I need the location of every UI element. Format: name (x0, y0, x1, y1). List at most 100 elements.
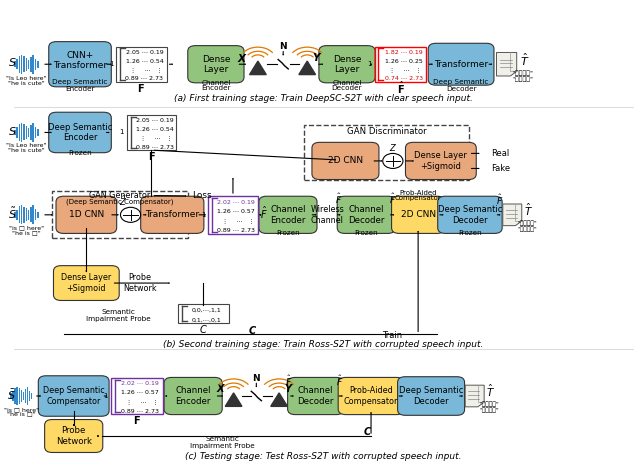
Text: Frozen: Frozen (458, 230, 482, 236)
Text: 1: 1 (201, 212, 205, 218)
FancyBboxPatch shape (54, 266, 119, 301)
Bar (14, 388, 16, 404)
Text: Prob-Aided: Prob-Aided (399, 190, 437, 196)
Bar (20, 390, 22, 402)
Text: Deep Semantic
Decoder: Deep Semantic Decoder (399, 386, 463, 406)
Bar (30, 125, 31, 140)
Bar (31, 393, 32, 399)
FancyBboxPatch shape (319, 46, 375, 83)
Text: 1D CNN: 1D CNN (68, 211, 104, 219)
Text: $\hat{T}$: $\hat{T}$ (524, 202, 533, 218)
Bar (21, 123, 22, 142)
Text: Loss: Loss (192, 192, 212, 201)
Bar (12, 391, 13, 401)
FancyBboxPatch shape (164, 378, 222, 414)
Bar (28, 128, 29, 137)
Text: (a) First training stage: Train DeepSC-S2T with clear speech input.: (a) First training stage: Train DeepSC-S… (174, 93, 473, 102)
Bar (17, 127, 18, 138)
Text: $Z$: $Z$ (389, 142, 397, 153)
Text: Fake: Fake (491, 164, 510, 173)
Text: ⋮    ⋯   ⋮: ⋮ ⋯ ⋮ (218, 219, 255, 223)
Polygon shape (503, 204, 522, 226)
Polygon shape (250, 61, 266, 75)
FancyBboxPatch shape (392, 196, 445, 234)
Text: Frozen: Frozen (355, 230, 378, 236)
Text: "里奥在吗": "里奥在吗" (479, 402, 499, 407)
Text: Decoder: Decoder (332, 84, 362, 91)
Text: $\boldsymbol{X}$: $\boldsymbol{X}$ (216, 382, 226, 395)
Text: Channel: Channel (332, 80, 362, 86)
FancyBboxPatch shape (312, 143, 379, 179)
Text: $\mathbf{F}$: $\mathbf{F}$ (138, 82, 145, 94)
Text: 1.26 ⋯ 0.54: 1.26 ⋯ 0.54 (136, 127, 173, 132)
Text: 2.02 ⋯ 0.19: 2.02 ⋯ 0.19 (121, 381, 159, 386)
Bar (26, 126, 27, 139)
Bar (116, 47, 166, 82)
Bar (37, 129, 38, 136)
Text: 1.26 ⋯ 0.57: 1.26 ⋯ 0.57 (121, 390, 159, 395)
Text: $\mathit{C}$: $\mathit{C}$ (199, 323, 207, 335)
Text: $\boldsymbol{C}$: $\boldsymbol{C}$ (248, 324, 257, 336)
Text: "他好可爱": "他好可爱" (513, 76, 534, 82)
FancyBboxPatch shape (141, 196, 204, 234)
Text: $\hat{\mathbf{F}}$: $\hat{\mathbf{F}}$ (397, 80, 404, 96)
Text: Real: Real (491, 149, 509, 158)
Text: 2.02 ⋯ 0.19: 2.02 ⋯ 0.19 (217, 200, 255, 205)
Bar (35, 127, 36, 138)
Text: Channel
Decoder: Channel Decoder (298, 386, 334, 406)
Text: $\hat{F}$: $\hat{F}$ (496, 193, 503, 207)
Polygon shape (271, 393, 287, 406)
Bar (17, 387, 18, 405)
Bar (37, 61, 38, 67)
Bar (14, 130, 15, 135)
Text: Dense Layer
+Sigmoid: Dense Layer +Sigmoid (61, 273, 111, 293)
Bar (19, 56, 20, 73)
Bar (33, 55, 34, 74)
Text: $\hat{T}$: $\hat{T}$ (520, 51, 529, 67)
FancyBboxPatch shape (45, 420, 103, 453)
Polygon shape (465, 385, 484, 407)
Bar (305, 126, 468, 179)
Text: CNN+
Transformer: CNN+ Transformer (53, 51, 107, 70)
Text: 0,1,⋯,0,1: 0,1,⋯,0,1 (191, 317, 221, 322)
Bar (17, 210, 18, 220)
Text: $\tilde{Z}$: $\tilde{Z}$ (119, 195, 127, 209)
Bar (19, 206, 20, 223)
Text: Channel
Encoder: Channel Encoder (270, 205, 306, 225)
Bar (35, 59, 36, 70)
Text: 0.89 ⋯ 2.73: 0.89 ⋯ 2.73 (125, 76, 163, 81)
Text: ⋮    ⋯   ⋮: ⋮ ⋯ ⋮ (122, 399, 159, 405)
Text: 1.26 ⋯ 0.57: 1.26 ⋯ 0.57 (217, 209, 255, 214)
Text: "he is □": "he is □" (7, 412, 36, 416)
Bar (178, 304, 228, 323)
Bar (14, 212, 15, 218)
Text: 0.89 ⋯ 2.73: 0.89 ⋯ 2.73 (136, 144, 173, 150)
Text: Encoder: Encoder (201, 84, 230, 91)
Bar (17, 59, 18, 69)
Text: 0,0,⋯,1,1: 0,0,⋯,1,1 (191, 308, 221, 313)
Text: Deep Semantic
Encoder: Deep Semantic Encoder (48, 123, 112, 142)
Bar (26, 58, 27, 71)
FancyBboxPatch shape (56, 196, 116, 234)
Text: "he is cute": "he is cute" (8, 81, 45, 85)
Text: Deep Semantic
Compensator: Deep Semantic Compensator (43, 386, 104, 406)
Bar (10, 393, 12, 399)
Bar (21, 205, 22, 224)
Text: "他好可爱": "他好可爱" (518, 226, 538, 232)
Text: 0.89 ⋯ 2.73: 0.89 ⋯ 2.73 (217, 228, 255, 233)
Text: 2.05 ⋯ 0.19: 2.05 ⋯ 0.19 (136, 118, 173, 123)
Text: Probe
Network: Probe Network (56, 426, 92, 446)
Text: $\bar{S}$: $\bar{S}$ (7, 388, 15, 402)
Bar (37, 211, 38, 218)
Text: 1.26 ⋯ 0.54: 1.26 ⋯ 0.54 (125, 59, 163, 64)
FancyBboxPatch shape (406, 143, 476, 179)
FancyBboxPatch shape (438, 196, 502, 234)
Bar (33, 123, 34, 142)
Text: (b) Second training stage: Train Ross-S2T with corrupted speech input.: (b) Second training stage: Train Ross-S2… (163, 340, 483, 349)
FancyBboxPatch shape (337, 196, 396, 234)
Text: Frozen: Frozen (68, 150, 92, 156)
Text: Deep Semantic
Encoder: Deep Semantic Encoder (52, 79, 108, 92)
FancyBboxPatch shape (287, 378, 344, 414)
FancyBboxPatch shape (38, 376, 109, 416)
Bar (14, 61, 15, 67)
